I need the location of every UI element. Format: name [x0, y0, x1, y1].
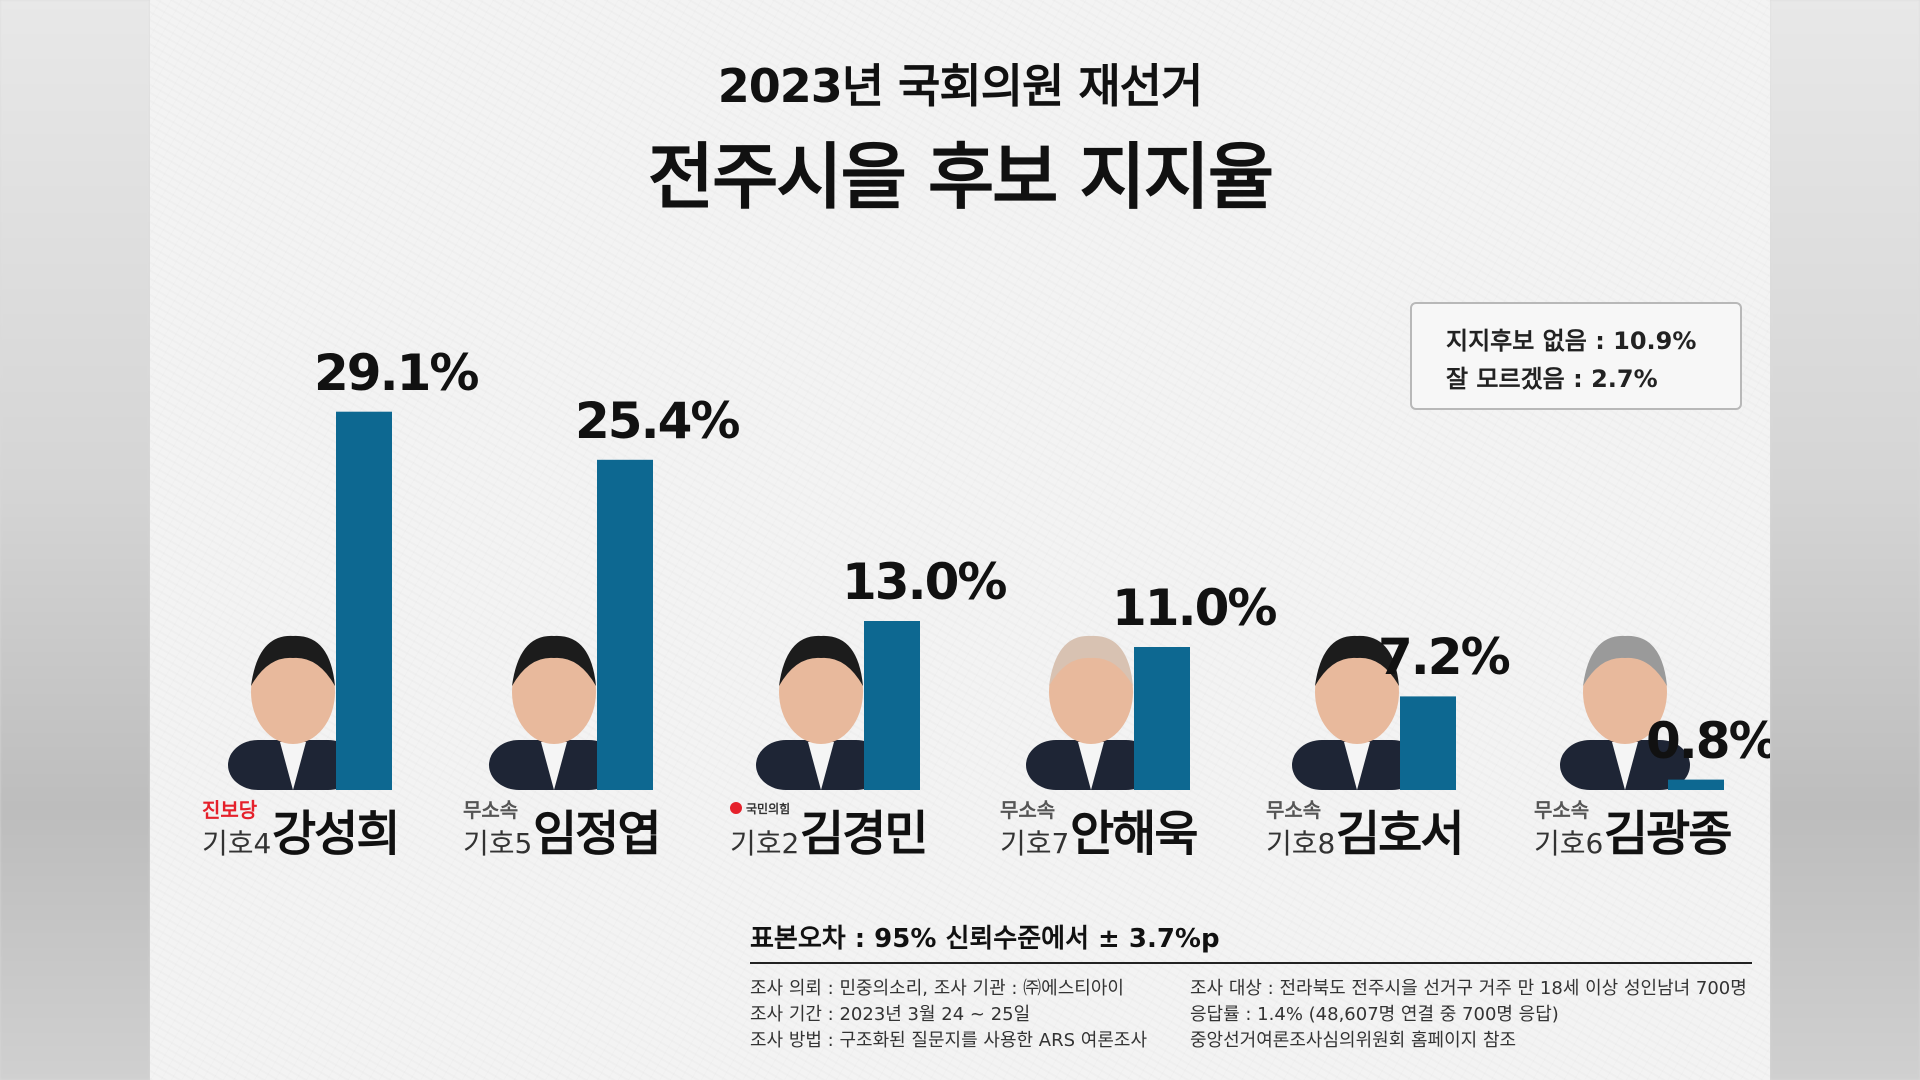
party-label: 국민의힘 [730, 794, 790, 818]
candidate-photo-shirt [1344, 742, 1370, 790]
bar-2 [597, 459, 653, 790]
candidate-photo-hair [1315, 635, 1399, 686]
candidate-photo-shirt [808, 742, 834, 790]
value-label-2: 25.4% [575, 391, 740, 450]
candidate-photo-hair [512, 635, 596, 686]
survey-period: 조사 기간 : 2023년 3월 24 ~ 25일 [750, 1004, 1031, 1025]
blurred-background-right [1770, 0, 1920, 1080]
survey-info-left: 조사 의뢰 : 민중의소리, 조사 기관 : ㈜에스티아이 조사 기간 : 20… [750, 976, 1147, 1054]
value-label-5: 7.2% [1378, 628, 1511, 687]
survey-client: 조사 의뢰 : 민중의소리, 조사 기관 : ㈜에스티아이 [750, 978, 1124, 999]
party-label: 무소속 [1000, 798, 1056, 822]
ballot-number: 기호8 [1266, 827, 1336, 860]
ballot-number: 기호7 [1000, 827, 1070, 860]
party-label: 진보당 [202, 798, 258, 822]
other-responses-box: 지지후보 없음 : 10.9% 잘 모르겠음 : 2.7% [1410, 302, 1742, 410]
candidate-photo-face [779, 640, 863, 744]
candidate-photo-hair [779, 635, 863, 686]
bar-3 [864, 621, 920, 790]
blurred-background-left [0, 0, 150, 1080]
survey-method: 조사 방법 : 구조화된 질문지를 사용한 ARS 여론조사 [750, 1030, 1148, 1051]
party-label: 무소속 [1266, 798, 1322, 822]
bar-5 [1400, 696, 1456, 790]
party-label: 무소속 [463, 798, 519, 822]
sampling-error: 표본오차 : 95% 신뢰수준에서 ± 3.7%p [750, 924, 1220, 954]
ballot-number: 기호2 [730, 827, 800, 860]
ballot-number: 기호6 [1534, 827, 1604, 860]
candidate-name: 김광종 [1604, 806, 1732, 862]
candidate-photo-hair [1049, 635, 1133, 686]
no-support-note: 지지후보 없음 : 10.9% [1446, 327, 1697, 355]
bar-4 [1134, 647, 1190, 790]
candidate-name: 임정엽 [533, 806, 661, 862]
bar-1 [336, 411, 392, 790]
dont-know-note: 잘 모르겠음 : 2.7% [1446, 365, 1658, 393]
ballot-number: 기호4 [202, 827, 272, 860]
candidate-photo-face [1583, 640, 1667, 744]
candidate-photo-face [1315, 640, 1399, 744]
candidate-name: 김경민 [800, 806, 928, 862]
footer-divider [750, 962, 1752, 964]
candidate-photo-shirt [280, 742, 306, 790]
value-label-4: 11.0% [1112, 579, 1277, 637]
survey-response-rate: 응답률 : 1.4% (48,607명 연결 중 700명 응답) [1190, 1004, 1559, 1025]
candidate-photo-face [1049, 640, 1133, 744]
candidate-photo-face [512, 640, 596, 744]
chart-title: 2023년 국회의원 재선거 [717, 59, 1204, 113]
bar-6 [1668, 779, 1724, 790]
survey-reference: 중앙선거여론조사심의위원회 홈페이지 참조 [1190, 1030, 1517, 1051]
bar-chart [228, 411, 1724, 790]
candidate-photo-shirt [1078, 742, 1104, 790]
value-label-1: 29.1% [314, 343, 479, 402]
candidate-name: 김호서 [1336, 806, 1464, 862]
candidate-photo-shirt [541, 742, 567, 790]
candidate-photo-hair [1583, 635, 1667, 686]
ballot-number: 기호5 [463, 827, 533, 860]
party-label: 무소속 [1534, 798, 1590, 822]
candidate-photo-hair [251, 635, 335, 686]
party-logo-icon [730, 801, 742, 814]
value-label-6: 0.8% [1646, 711, 1770, 770]
candidate-photo-face [251, 640, 335, 744]
candidate-photo-shirt [1612, 742, 1638, 790]
chart-subtitle: 전주시을 후보 지지율 [647, 135, 1274, 219]
survey-target: 조사 대상 : 전라북도 전주시을 선거구 거주 만 18세 이상 성인남녀 7… [1190, 978, 1747, 999]
value-label-3: 13.0% [842, 553, 1007, 611]
candidate-name: 안해욱 [1070, 806, 1198, 862]
survey-info-right: 조사 대상 : 전라북도 전주시을 선거구 거주 만 18세 이상 성인남녀 7… [1190, 976, 1747, 1054]
candidate-name: 강성희 [272, 806, 400, 862]
infographic-card: 2023년 국회의원 재선거 전주시을 후보 지지율 지지후보 없음 : 10.… [150, 0, 1770, 1080]
